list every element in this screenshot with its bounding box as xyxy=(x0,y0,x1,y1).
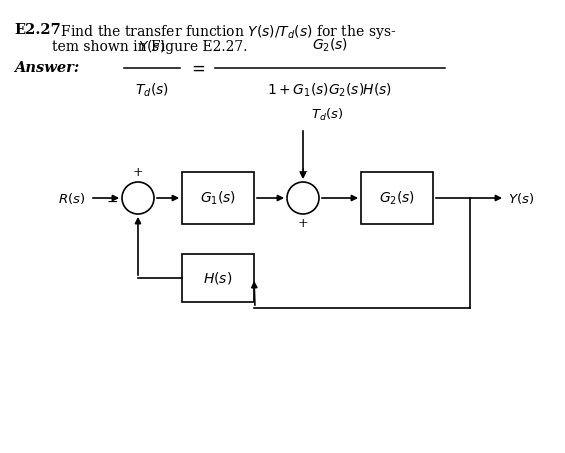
Text: +: + xyxy=(298,217,308,230)
Text: tem shown in Figure E2.27.: tem shown in Figure E2.27. xyxy=(52,40,247,54)
Text: Answer:: Answer: xyxy=(14,61,79,75)
Text: +: + xyxy=(133,166,144,179)
FancyBboxPatch shape xyxy=(182,172,254,224)
Text: $G_1(s)$: $G_1(s)$ xyxy=(200,189,236,207)
Text: $Y(s)$: $Y(s)$ xyxy=(138,38,166,54)
Text: $T_d(s)$: $T_d(s)$ xyxy=(135,82,169,99)
Text: $R(s)$: $R(s)$ xyxy=(58,191,85,206)
Text: +: + xyxy=(298,166,308,179)
Text: $Y(s)$: $Y(s)$ xyxy=(508,191,534,206)
Text: E2.27: E2.27 xyxy=(14,23,61,37)
Text: $1 + G_1(s)G_2(s)H(s)$: $1 + G_1(s)G_2(s)H(s)$ xyxy=(267,82,393,99)
FancyBboxPatch shape xyxy=(182,254,254,302)
Text: $G_2(s)$: $G_2(s)$ xyxy=(312,37,348,54)
Text: $G_2(s)$: $G_2(s)$ xyxy=(379,189,415,207)
Text: −: − xyxy=(106,195,118,209)
Text: Find the transfer function $Y(s)/T_d(s)$ for the sys-: Find the transfer function $Y(s)/T_d(s)$… xyxy=(52,23,396,41)
Text: $=$: $=$ xyxy=(188,59,206,77)
Text: $T_d(s)$: $T_d(s)$ xyxy=(311,107,344,123)
FancyBboxPatch shape xyxy=(361,172,433,224)
Text: $H(s)$: $H(s)$ xyxy=(203,270,233,286)
